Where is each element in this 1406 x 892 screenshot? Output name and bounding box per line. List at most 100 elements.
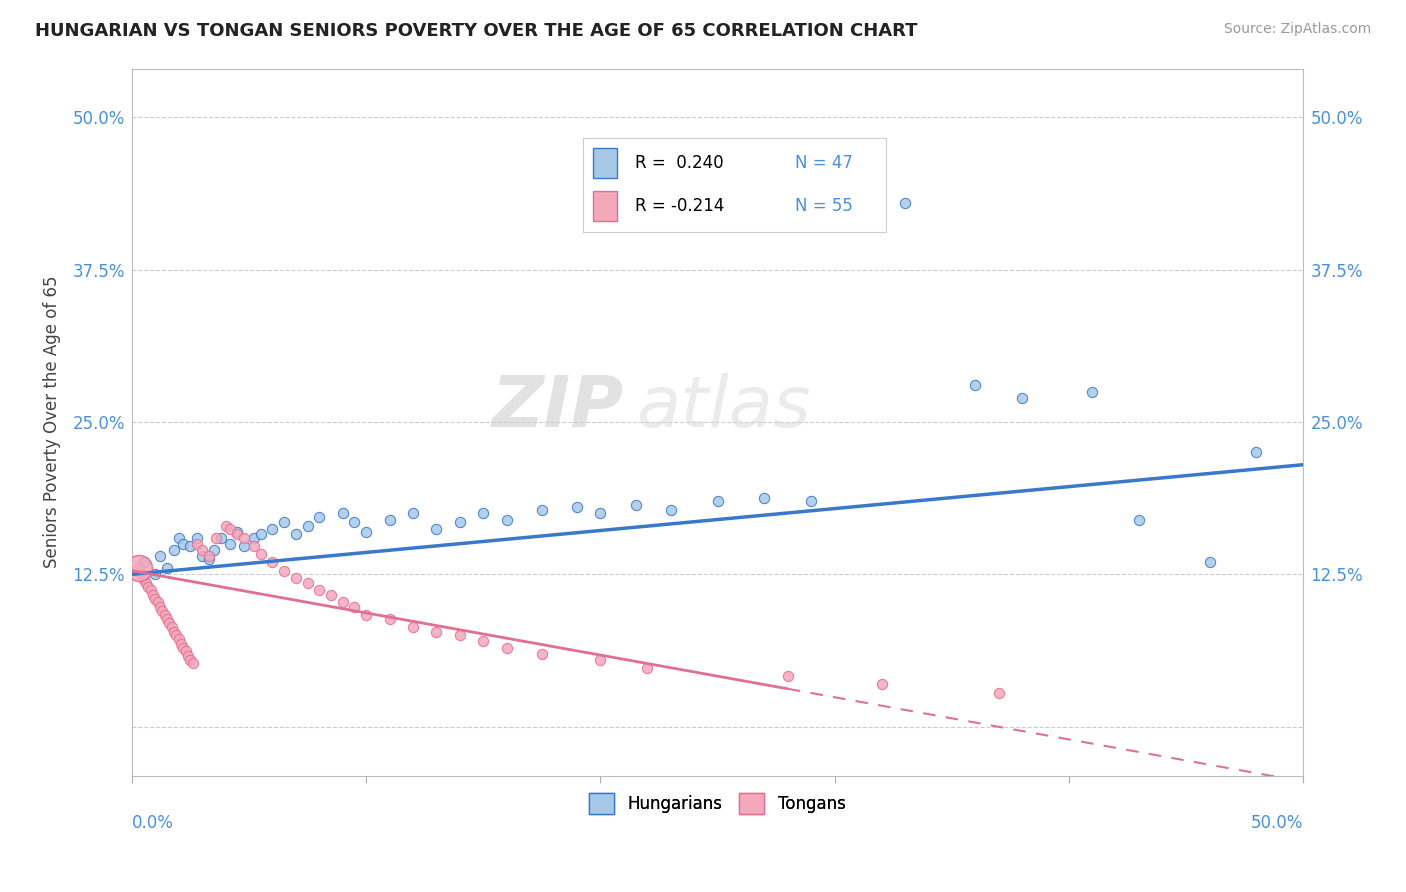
- Point: [273, 515, 295, 529]
- Text: HUNGARIAN VS TONGAN SENIORS POVERTY OVER THE AGE OF 65 CORRELATION CHART: HUNGARIAN VS TONGAN SENIORS POVERTY OVER…: [35, 22, 918, 40]
- Point: [132, 555, 155, 569]
- Point: [1011, 391, 1033, 405]
- Point: [249, 547, 271, 561]
- Point: [143, 567, 166, 582]
- Point: [354, 524, 377, 539]
- Point: [297, 518, 319, 533]
- Point: [174, 644, 197, 658]
- Point: [143, 591, 166, 606]
- Point: [706, 494, 728, 508]
- Point: [181, 657, 204, 671]
- Point: [530, 503, 553, 517]
- Point: [177, 648, 200, 663]
- Text: N = 47: N = 47: [796, 153, 853, 171]
- Point: [149, 549, 172, 563]
- Point: [149, 600, 172, 615]
- Point: [449, 628, 471, 642]
- Point: [172, 640, 194, 655]
- Point: [198, 551, 221, 566]
- Point: [297, 575, 319, 590]
- Point: [343, 600, 366, 615]
- Point: [449, 515, 471, 529]
- Point: [987, 685, 1010, 699]
- Point: [754, 491, 776, 505]
- Point: [226, 527, 249, 541]
- Point: [378, 612, 401, 626]
- Point: [425, 522, 447, 536]
- Point: [146, 595, 169, 609]
- Point: [965, 378, 987, 392]
- Point: [167, 632, 190, 646]
- Point: [425, 624, 447, 639]
- Text: R =  0.240: R = 0.240: [636, 153, 724, 171]
- Point: [191, 549, 214, 563]
- FancyBboxPatch shape: [592, 191, 617, 220]
- Point: [142, 588, 165, 602]
- Point: [1128, 512, 1150, 526]
- Point: [128, 561, 150, 575]
- Point: [589, 653, 612, 667]
- Point: [163, 543, 186, 558]
- Point: [249, 527, 271, 541]
- Point: [233, 531, 256, 545]
- Point: [153, 607, 176, 622]
- Point: [186, 537, 208, 551]
- Point: [186, 531, 208, 545]
- Text: N = 55: N = 55: [796, 197, 853, 215]
- Point: [129, 567, 152, 582]
- Point: [179, 539, 201, 553]
- Point: [157, 616, 180, 631]
- Text: R = -0.214: R = -0.214: [636, 197, 724, 215]
- Point: [167, 531, 190, 545]
- Point: [308, 583, 330, 598]
- Point: [165, 628, 187, 642]
- Point: [308, 510, 330, 524]
- Point: [156, 561, 179, 575]
- Point: [132, 574, 155, 588]
- Point: [136, 580, 159, 594]
- Point: [495, 640, 517, 655]
- Point: [191, 543, 214, 558]
- Text: 50.0%: 50.0%: [1251, 814, 1303, 832]
- Legend: Hungarians, Tongans: Hungarians, Tongans: [582, 787, 852, 821]
- Point: [163, 624, 186, 639]
- Point: [156, 612, 179, 626]
- Point: [800, 494, 823, 508]
- Text: 0.0%: 0.0%: [132, 814, 174, 832]
- Point: [273, 564, 295, 578]
- Point: [378, 512, 401, 526]
- Point: [402, 507, 425, 521]
- Point: [242, 531, 264, 545]
- Point: [472, 634, 495, 648]
- Point: [150, 604, 173, 618]
- Point: [624, 498, 647, 512]
- Point: [565, 500, 588, 515]
- Y-axis label: Seniors Poverty Over the Age of 65: Seniors Poverty Over the Age of 65: [44, 276, 60, 568]
- Point: [589, 507, 612, 521]
- Point: [219, 522, 242, 536]
- Point: [135, 575, 157, 590]
- Text: ZIP: ZIP: [492, 374, 624, 442]
- Point: [202, 543, 225, 558]
- Point: [530, 647, 553, 661]
- Point: [402, 620, 425, 634]
- Point: [209, 531, 232, 545]
- Point: [262, 555, 284, 569]
- Point: [226, 524, 249, 539]
- Point: [1081, 384, 1104, 399]
- Point: [198, 549, 221, 563]
- Point: [776, 668, 799, 682]
- Point: [659, 503, 682, 517]
- Point: [343, 515, 366, 529]
- Point: [179, 653, 201, 667]
- Point: [472, 507, 495, 521]
- Point: [170, 637, 193, 651]
- Point: [139, 583, 162, 598]
- Point: [172, 537, 194, 551]
- Point: [219, 537, 242, 551]
- Text: atlas: atlas: [636, 374, 810, 442]
- Point: [233, 539, 256, 553]
- Point: [1246, 445, 1268, 459]
- Point: [332, 507, 354, 521]
- Point: [205, 531, 228, 545]
